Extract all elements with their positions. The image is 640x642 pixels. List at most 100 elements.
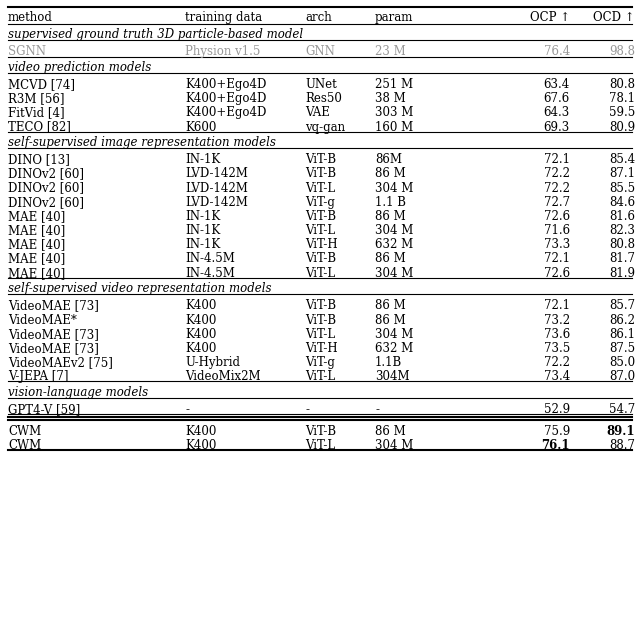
Text: K400+Ego4D: K400+Ego4D	[185, 78, 266, 91]
Text: FitVid [4]: FitVid [4]	[8, 107, 65, 119]
Text: GPT4-V [59]: GPT4-V [59]	[8, 403, 80, 416]
Text: self-supervised video representation models: self-supervised video representation mod…	[8, 282, 271, 295]
Text: 85.4: 85.4	[609, 153, 635, 166]
Text: 73.2: 73.2	[544, 313, 570, 327]
Text: 160 M: 160 M	[375, 121, 413, 134]
Text: ViT-B: ViT-B	[305, 313, 336, 327]
Text: OCD ↑: OCD ↑	[593, 11, 635, 24]
Text: 69.3: 69.3	[544, 121, 570, 134]
Text: 72.2: 72.2	[544, 356, 570, 369]
Text: MAE [40]: MAE [40]	[8, 210, 65, 223]
Text: 82.3: 82.3	[609, 224, 635, 237]
Text: 52.9: 52.9	[544, 403, 570, 416]
Text: 81.7: 81.7	[609, 252, 635, 266]
Text: K400: K400	[185, 342, 216, 355]
Text: Res50: Res50	[305, 92, 342, 105]
Text: K400+Ego4D: K400+Ego4D	[185, 92, 266, 105]
Text: supervised ground truth 3D particle-based model: supervised ground truth 3D particle-base…	[8, 28, 303, 42]
Text: 87.5: 87.5	[609, 342, 635, 355]
Text: Physion v1.5: Physion v1.5	[185, 46, 260, 58]
Text: 86M: 86M	[375, 153, 402, 166]
Text: MAE [40]: MAE [40]	[8, 224, 65, 237]
Text: 38 M: 38 M	[375, 92, 406, 105]
Text: K400: K400	[185, 327, 216, 341]
Text: ViT-L: ViT-L	[305, 224, 335, 237]
Text: 72.1: 72.1	[544, 299, 570, 313]
Text: self-supervised image representation models: self-supervised image representation mod…	[8, 136, 276, 150]
Text: CWM: CWM	[8, 438, 41, 452]
Text: LVD-142M: LVD-142M	[185, 168, 248, 180]
Text: 86 M: 86 M	[375, 252, 406, 266]
Text: U-Hybrid: U-Hybrid	[185, 356, 240, 369]
Text: IN-1K: IN-1K	[185, 238, 220, 251]
Text: 73.3: 73.3	[544, 238, 570, 251]
Text: UNet: UNet	[305, 78, 337, 91]
Text: ViT-L: ViT-L	[305, 370, 335, 383]
Text: VideoMAE [73]: VideoMAE [73]	[8, 327, 99, 341]
Text: VideoMAE [73]: VideoMAE [73]	[8, 299, 99, 313]
Text: vq-gan: vq-gan	[305, 121, 345, 134]
Text: 72.1: 72.1	[544, 153, 570, 166]
Text: method: method	[8, 11, 53, 24]
Text: 72.2: 72.2	[544, 182, 570, 195]
Text: 80.8: 80.8	[609, 238, 635, 251]
Text: 72.1: 72.1	[544, 252, 570, 266]
Text: K600: K600	[185, 121, 216, 134]
Text: 1.1B: 1.1B	[375, 356, 403, 369]
Text: 80.9: 80.9	[609, 121, 635, 134]
Text: vision-language models: vision-language models	[8, 386, 148, 399]
Text: IN-4.5M: IN-4.5M	[185, 252, 235, 266]
Text: 86 M: 86 M	[375, 168, 406, 180]
Text: K400: K400	[185, 299, 216, 313]
Text: 86 M: 86 M	[375, 313, 406, 327]
Text: 632 M: 632 M	[375, 238, 413, 251]
Text: ViT-g: ViT-g	[305, 356, 335, 369]
Text: 86.2: 86.2	[609, 313, 635, 327]
Text: 304 M: 304 M	[375, 182, 413, 195]
Text: 67.6: 67.6	[544, 92, 570, 105]
Text: ViT-B: ViT-B	[305, 168, 336, 180]
Text: ViT-L: ViT-L	[305, 182, 335, 195]
Text: param: param	[375, 11, 413, 24]
Text: K400: K400	[185, 438, 216, 452]
Text: 86.1: 86.1	[609, 327, 635, 341]
Text: GNN: GNN	[305, 46, 335, 58]
Text: VideoMix2M: VideoMix2M	[185, 370, 260, 383]
Text: training data: training data	[185, 11, 262, 24]
Text: 64.3: 64.3	[544, 107, 570, 119]
Text: MAE [40]: MAE [40]	[8, 252, 65, 266]
Text: -: -	[185, 403, 189, 416]
Text: VideoMAEv2 [75]: VideoMAEv2 [75]	[8, 356, 113, 369]
Text: 81.6: 81.6	[609, 210, 635, 223]
Text: 72.6: 72.6	[544, 210, 570, 223]
Text: 87.1: 87.1	[609, 168, 635, 180]
Text: 54.7: 54.7	[609, 403, 635, 416]
Text: 632 M: 632 M	[375, 342, 413, 355]
Text: 81.9: 81.9	[609, 266, 635, 280]
Text: VideoMAE*: VideoMAE*	[8, 313, 77, 327]
Text: MCVD [74]: MCVD [74]	[8, 78, 75, 91]
Text: DINO [13]: DINO [13]	[8, 153, 70, 166]
Text: 63.4: 63.4	[544, 78, 570, 91]
Text: 72.7: 72.7	[544, 196, 570, 209]
Text: DINOv2 [60]: DINOv2 [60]	[8, 196, 84, 209]
Text: MAE [40]: MAE [40]	[8, 238, 65, 251]
Text: 85.0: 85.0	[609, 356, 635, 369]
Text: ViT-H: ViT-H	[305, 342, 338, 355]
Text: TECO [82]: TECO [82]	[8, 121, 71, 134]
Text: 304M: 304M	[375, 370, 410, 383]
Text: DINOv2 [60]: DINOv2 [60]	[8, 182, 84, 195]
Text: 304 M: 304 M	[375, 224, 413, 237]
Text: 89.1: 89.1	[607, 424, 635, 438]
Text: 75.9: 75.9	[544, 424, 570, 438]
Text: 86 M: 86 M	[375, 299, 406, 313]
Text: ViT-B: ViT-B	[305, 252, 336, 266]
Text: IN-1K: IN-1K	[185, 153, 220, 166]
Text: 87.0: 87.0	[609, 370, 635, 383]
Text: IN-4.5M: IN-4.5M	[185, 266, 235, 280]
Text: VAE: VAE	[305, 107, 330, 119]
Text: 86 M: 86 M	[375, 210, 406, 223]
Text: 251 M: 251 M	[375, 78, 413, 91]
Text: 76.4: 76.4	[544, 46, 570, 58]
Text: IN-1K: IN-1K	[185, 210, 220, 223]
